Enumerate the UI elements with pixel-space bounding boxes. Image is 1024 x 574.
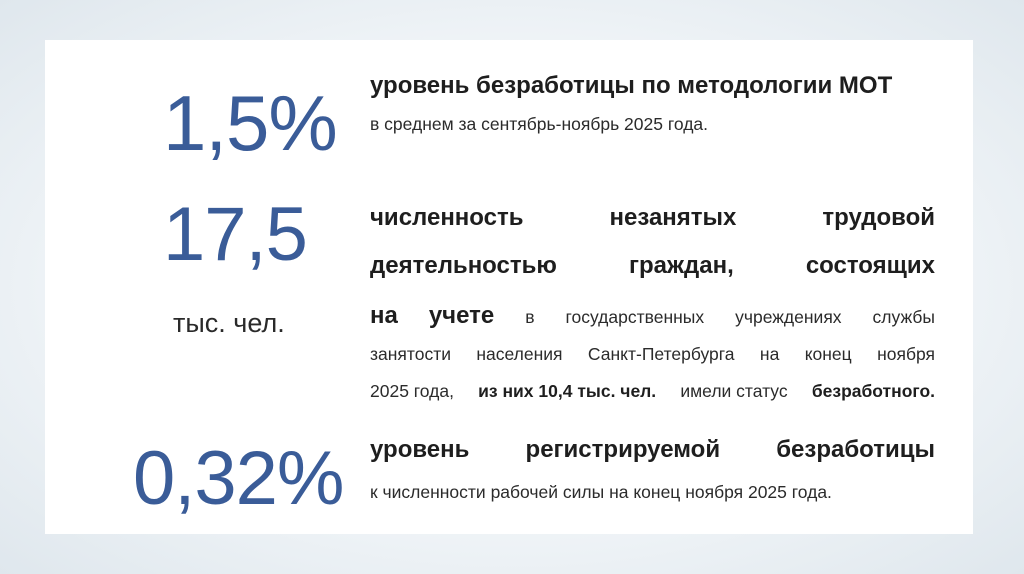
- word: состоящих: [805, 252, 935, 279]
- word: службы: [872, 307, 935, 327]
- word: граждан,: [628, 252, 734, 279]
- stat-title-line-2: деятельностью граждан, состоящих: [370, 252, 935, 280]
- stat-title-registered-unemployment: уровень регистрируемой безработицы: [370, 436, 935, 464]
- stat-subtitle-registered-unemployment: к численности рабочей силы на конец нояб…: [370, 482, 832, 502]
- word: регистрируемой: [525, 436, 721, 463]
- stat-unit-unemployed-count: тыс. чел.: [173, 308, 285, 338]
- stat-description-line-3: на учете в государственных учреждениях с…: [370, 302, 935, 330]
- word: незанятых: [609, 204, 737, 231]
- stat-title-unemployment-ilo: уровень безработицы по методологии МОТ: [370, 72, 893, 99]
- stat-subtitle-unemployment-ilo: в среднем за сентябрь-ноябрь 2025 года.: [370, 114, 709, 134]
- stat-description-line-5: 2025 года, из них 10,4 тыс. чел. имели с…: [370, 381, 935, 402]
- text-middle: имели статус: [680, 381, 788, 401]
- stat-description-line-4: занятости населения Санкт-Петербурга на …: [370, 344, 935, 365]
- word: занятости: [370, 344, 451, 364]
- word: ноября: [877, 344, 935, 364]
- word: на: [370, 302, 398, 329]
- stat-value-unemployment-ilo: 1,5%: [163, 79, 338, 167]
- slide: 1,5% уровень безработицы по методологии …: [45, 40, 973, 534]
- text-bold-status: безработного.: [811, 381, 935, 401]
- word: трудовой: [822, 204, 935, 231]
- word: на: [759, 344, 780, 364]
- word: Санкт-Петербурга: [587, 344, 735, 364]
- word: учете: [428, 302, 495, 329]
- word: конец: [804, 344, 852, 364]
- stat-value-unemployed-count: 17,5: [163, 192, 308, 277]
- stat-value-registered-unemployment: 0,32%: [133, 436, 344, 521]
- word: государственных: [565, 307, 705, 327]
- word: населения: [476, 344, 563, 364]
- word: в: [525, 307, 535, 327]
- text-year: 2025 года,: [370, 381, 454, 401]
- word: уровень: [370, 436, 470, 463]
- text-bold-count: из них 10,4 тыс. чел.: [478, 381, 657, 401]
- word: численность: [370, 204, 524, 231]
- word: деятельностью: [370, 252, 557, 279]
- stat-title-line-1: численность незанятых трудовой: [370, 204, 935, 232]
- word: учреждениях: [735, 307, 842, 327]
- word: безработицы: [776, 436, 935, 463]
